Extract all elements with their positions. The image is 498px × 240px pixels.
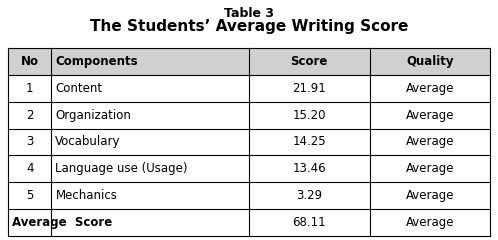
Bar [249,48,370,75]
Text: Table 3: Table 3 [224,7,274,20]
Bar [51,75,249,102]
Text: Average: Average [405,189,454,202]
Text: Average: Average [405,162,454,175]
Bar [8,182,51,209]
Bar [249,156,370,182]
Bar [51,48,249,75]
Bar [249,182,370,209]
Text: The Students’ Average Writing Score: The Students’ Average Writing Score [90,19,408,34]
Bar [249,129,370,156]
Bar [51,156,249,182]
Text: Language use (Usage): Language use (Usage) [55,162,188,175]
Bar [51,129,249,156]
Bar [249,102,370,129]
Text: Organization: Organization [55,109,131,122]
Text: Score: Score [290,55,328,68]
Bar [370,48,490,75]
Text: Average  Score: Average Score [12,216,112,229]
Text: 14.25: 14.25 [292,136,326,149]
Text: 4: 4 [26,162,33,175]
Text: No: No [21,55,39,68]
Text: 13.46: 13.46 [292,162,326,175]
Text: Content: Content [55,82,103,95]
Bar [8,48,51,75]
Bar [370,102,490,129]
Bar [51,182,249,209]
Text: 15.20: 15.20 [292,109,326,122]
Bar [8,102,51,129]
Text: Vocabulary: Vocabulary [55,136,121,149]
Text: 3.29: 3.29 [296,189,322,202]
Text: 3: 3 [26,136,33,149]
Text: Average: Average [405,216,454,229]
Text: Mechanics: Mechanics [55,189,117,202]
Text: 2: 2 [26,109,33,122]
Text: Components: Components [55,55,138,68]
Text: Average: Average [405,82,454,95]
Bar [51,102,249,129]
Text: 21.91: 21.91 [292,82,326,95]
Bar [8,209,490,236]
Text: 5: 5 [26,189,33,202]
Bar [8,75,51,102]
Bar [370,75,490,102]
Text: 68.11: 68.11 [292,216,326,229]
Text: Quality: Quality [406,55,454,68]
Bar [370,182,490,209]
Bar [249,75,370,102]
Bar [8,156,51,182]
Text: Average: Average [405,136,454,149]
Text: 1: 1 [26,82,33,95]
Bar [370,129,490,156]
Bar [370,156,490,182]
Text: Average: Average [405,109,454,122]
Bar [8,129,51,156]
